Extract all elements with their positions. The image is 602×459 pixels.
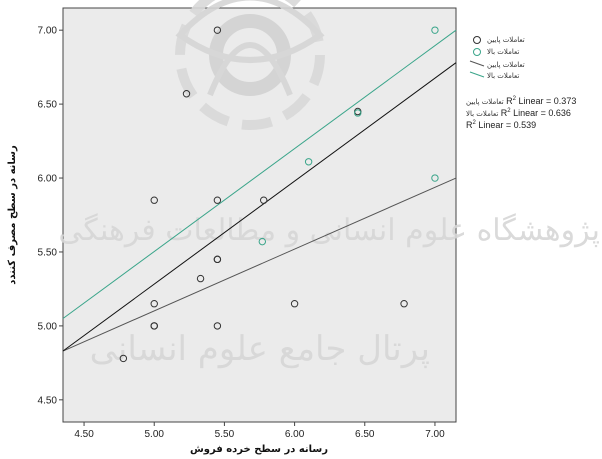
point-s1-4 [431,174,439,182]
r2-annotation-low: تعاملات پایین R2 Linear = 0.373 [466,96,576,106]
point-s0-0 [119,354,128,363]
r2-annotation-total: R2 Linear = 0.539 [466,120,536,130]
y-tick-label-1: 5.00 [38,321,58,332]
plot-area [62,7,457,423]
x-tick-label-0: 4.50 [74,429,94,440]
point-s1-2 [354,109,362,117]
watermark-logo [175,0,325,130]
x-tick-label-3: 6.00 [285,429,305,440]
data-points [119,26,439,363]
fit-line-1 [62,29,457,319]
x-tick-label-1: 5.00 [144,429,164,440]
watermark-line-2: پرتال جامع علوم انسانی [90,329,430,369]
x-tick-label-5: 7.00 [425,429,445,440]
y-tick-label-3: 6.00 [38,174,58,185]
point-s1-3 [431,26,439,34]
fit-lines [62,29,457,352]
point-s1-0 [258,237,267,246]
point-s0-6 [196,274,205,283]
fit-line-2 [62,62,457,352]
point-s0-3 [150,196,158,204]
point-s0-11 [213,26,222,34]
legend: تعاملات پایین تعاملات بالا تعاملات پایین… [469,36,525,80]
point-s0-2 [150,322,158,330]
r2-annotation-high: تعاملات بالا R2 Linear = 0.636 [466,108,571,118]
point-s0-12 [260,196,268,204]
y-tick-label-0: 4.50 [38,395,58,406]
fit-line-0 [62,177,457,352]
point-s0-9 [213,322,222,330]
legend-line-label-low: تعاملات پایین [487,61,525,69]
x-tick-label-4: 6.50 [355,429,375,440]
watermark: پژوهشگاه علوم انسانی و مطالعات فرهنگی پر… [58,0,600,369]
x-tick-label-2: 5.50 [215,429,235,440]
y-tick-label-5: 7.00 [38,26,58,37]
point-s0-5 [182,90,191,98]
r2-annotations: تعاملات پایین R2 Linear = 0.373 تعاملات … [466,96,576,130]
y-axis-label: رسانه در سطح مصرف کنندد [7,145,18,285]
x-axis-label: رسانه در سطح خرده فروش [190,444,328,455]
legend-line-high [469,71,485,78]
legend-label-low: تعاملات پایین [487,36,525,44]
point-s0-13 [290,300,299,308]
x-axis: 4.50 5.00 5.50 6.00 6.50 7.00 [74,422,445,440]
point-s0-4 [150,300,158,308]
legend-label-high: تعاملات بالا [487,48,519,56]
legend-line-label-high: تعاملات بالا [487,72,519,80]
legend-marker-high [473,48,481,56]
y-axis: 4.50 5.00 5.50 6.00 6.50 7.00 [38,26,63,406]
watermark-line-1: پژوهشگاه علوم انسانی و مطالعات فرهنگی [58,213,600,248]
y-tick-label-2: 5.50 [38,247,58,258]
point-s0-15 [400,300,408,308]
point-s0-8 [213,255,222,264]
y-tick-label-4: 6.50 [38,100,58,111]
point-s0-10 [213,196,222,204]
legend-line-low [469,60,485,67]
legend-marker-low [473,36,481,44]
point-s1-1 [304,158,313,166]
